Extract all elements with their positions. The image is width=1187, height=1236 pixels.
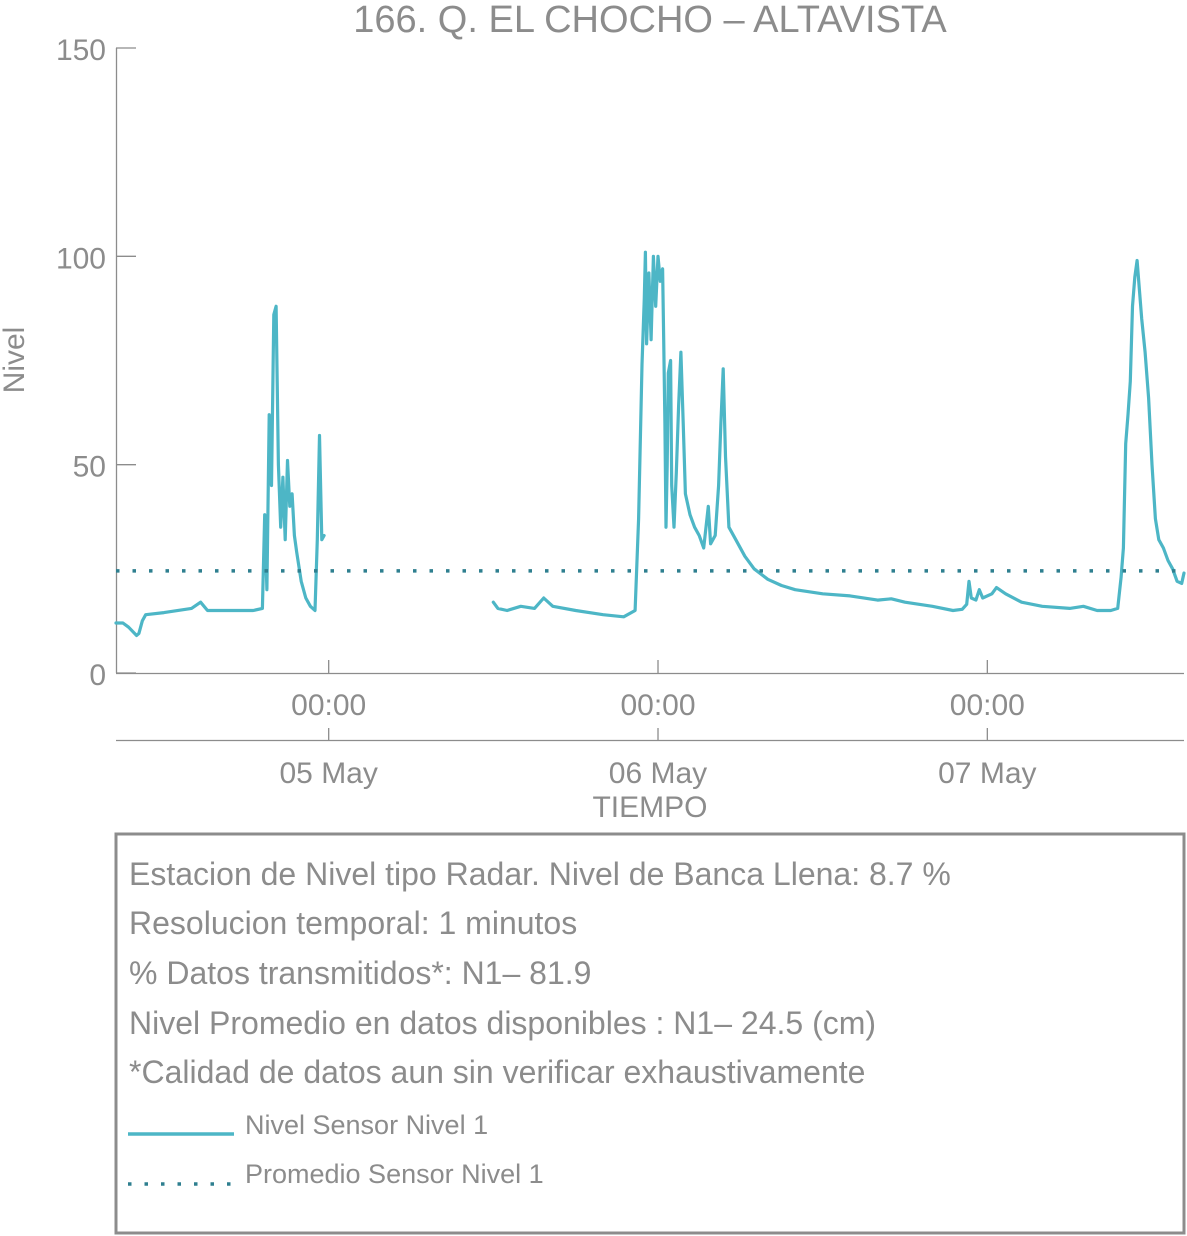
y-axis-label: Nivel — [0, 327, 31, 394]
plot-area: 0 50 100 150 00:00 05 May 00:00 06 May 00:00 07 … — [56, 34, 1186, 790]
y-tick-label: 100 — [56, 242, 106, 275]
legend-info-line-1: Estacion de Nivel tipo Radar. Nivel de B… — [129, 856, 951, 892]
legend-label-nivel: Nivel Sensor Nivel 1 — [245, 1110, 488, 1140]
x-tick-hour-label: 00:00 — [950, 689, 1025, 722]
legend-info-line-3: % Datos transmitidos*: N1– 81.9 — [129, 955, 591, 991]
x-tick-hour-label: 00:00 — [620, 689, 695, 722]
legend-box: Estacion de Nivel tipo Radar. Nivel de B… — [114, 832, 1186, 1235]
series-nivel-line — [114, 304, 326, 638]
legend-info-line-2: Resolucion temporal: 1 minutos — [129, 905, 577, 941]
y-ticks: 0 50 100 150 — [56, 34, 136, 692]
y-tick-label: 0 — [89, 659, 106, 692]
chart-title: 166. Q. EL CHOCHO – ALTAVISTA — [353, 0, 947, 41]
x-tick-date-label: 07 May — [938, 757, 1036, 790]
legend-frame — [114, 832, 1186, 1235]
legend-info-line-5: *Calidad de datos aun sin verificar exha… — [129, 1054, 865, 1090]
y-tick-label: 50 — [73, 451, 106, 484]
legend-info-line-4: Nivel Promedio en datos disponibles : N1… — [129, 1005, 876, 1041]
x-tick-date-label: 05 May — [279, 757, 377, 790]
x-tick-hour-label: 00:00 — [291, 689, 366, 722]
series-group — [114, 250, 1186, 638]
x-ticks: 00:00 05 May 00:00 06 May 00:00 07 May — [279, 660, 1037, 790]
y-tick-label: 150 — [56, 34, 106, 67]
x-tick-date-label: 06 May — [609, 757, 707, 790]
x-axis-label: TIEMPO — [592, 791, 707, 824]
series-nivel-line — [491, 250, 1186, 619]
legend-label-promedio: Promedio Sensor Nivel 1 — [245, 1159, 544, 1189]
